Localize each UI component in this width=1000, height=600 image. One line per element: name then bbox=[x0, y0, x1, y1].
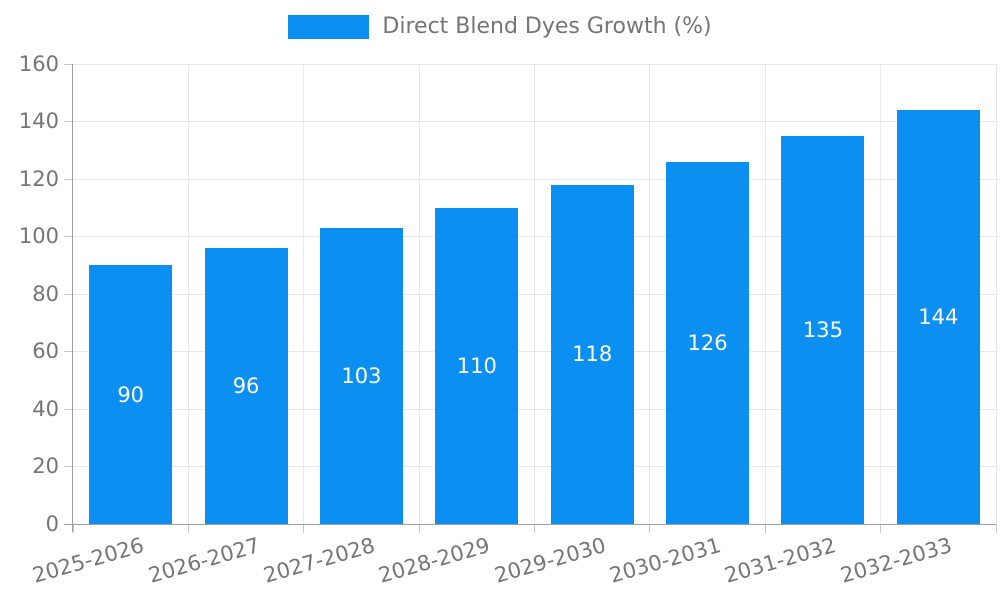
y-axis-tick-label: 100 bbox=[18, 224, 59, 248]
legend-item[interactable]: Direct Blend Dyes Growth (%) bbox=[0, 14, 1000, 40]
bar-value-label: 96 bbox=[232, 374, 260, 398]
bar-value-label: 144 bbox=[918, 305, 959, 329]
bar-value-label: 118 bbox=[572, 342, 613, 367]
x-axis-tick bbox=[880, 525, 882, 533]
y-axis-tick bbox=[64, 408, 72, 410]
bar[interactable]: 103 bbox=[319, 227, 403, 524]
x-axis-tick bbox=[649, 525, 651, 533]
y-axis-line bbox=[72, 64, 73, 532]
bar-value-label: 126 bbox=[687, 330, 728, 355]
x-gridline bbox=[995, 64, 997, 524]
x-axis-line bbox=[64, 524, 996, 525]
y-axis-tick-label: 40 bbox=[32, 396, 59, 421]
x-axis-tick-label: 2027-2028 bbox=[260, 533, 378, 588]
y-axis-tick-label: 80 bbox=[32, 281, 59, 306]
x-gridline bbox=[187, 64, 189, 524]
bar-value-label: 110 bbox=[456, 353, 497, 378]
y-axis-tick bbox=[64, 351, 72, 352]
x-axis-tick-label: 2031-2032 bbox=[722, 533, 840, 588]
bar[interactable]: 90 bbox=[89, 265, 173, 524]
y-axis-tick bbox=[64, 236, 72, 237]
bar-value-label: 135 bbox=[802, 317, 843, 342]
x-axis-tick bbox=[418, 525, 420, 533]
x-gridline bbox=[764, 64, 766, 524]
x-gridline bbox=[649, 64, 651, 524]
bar[interactable]: 135 bbox=[781, 135, 865, 524]
plot-area: 0 20 40 60 80 100 120 140 160 90 96 103 110 118 126 135… bbox=[19, 53, 997, 588]
bar[interactable]: 126 bbox=[666, 161, 750, 524]
y-axis-tick bbox=[64, 293, 72, 295]
y-axis-tick-label: 20 bbox=[32, 454, 59, 478]
bar[interactable]: 144 bbox=[896, 110, 980, 524]
bar[interactable]: 118 bbox=[550, 184, 634, 524]
legend-swatch bbox=[288, 15, 370, 40]
x-axis-tick bbox=[187, 525, 189, 533]
x-axis-tick-label: 2028-2029 bbox=[376, 533, 493, 588]
x-axis-tick-label: 2030-2031 bbox=[606, 533, 724, 588]
y-axis-tick bbox=[64, 63, 72, 65]
x-axis-tick-label: 2029-2030 bbox=[491, 533, 609, 588]
x-axis-tick bbox=[534, 525, 535, 533]
x-gridline bbox=[418, 64, 420, 524]
y-axis-tick-label: 140 bbox=[18, 109, 59, 133]
x-axis-tick-label: 2025-2026 bbox=[30, 533, 147, 588]
x-axis-tick bbox=[72, 525, 74, 533]
x-axis-tick-label: 2026-2027 bbox=[145, 533, 263, 588]
x-axis-tick bbox=[764, 525, 766, 533]
x-axis-tick bbox=[303, 525, 305, 533]
y-axis-tick-label: 160 bbox=[18, 51, 59, 76]
bar-value-label: 103 bbox=[341, 363, 382, 388]
legend-label: Direct Blend Dyes Growth (%) bbox=[382, 14, 712, 39]
x-axis-tick-label: 2032-2033 bbox=[837, 533, 955, 588]
x-axis-tick bbox=[995, 525, 997, 533]
y-axis-tick-label: 60 bbox=[32, 339, 59, 363]
y-axis-tick-label: 120 bbox=[18, 166, 59, 191]
y-axis-tick bbox=[64, 121, 72, 122]
y-axis-tick-label: 0 bbox=[45, 511, 59, 536]
y-axis-tick bbox=[64, 178, 72, 180]
x-gridline bbox=[880, 64, 882, 524]
x-gridline bbox=[303, 64, 305, 524]
bar[interactable]: 110 bbox=[435, 207, 519, 524]
bar[interactable]: 96 bbox=[204, 248, 288, 524]
y-axis-tick bbox=[64, 466, 72, 467]
bar-value-label: 90 bbox=[117, 382, 145, 407]
x-gridline bbox=[534, 64, 535, 524]
